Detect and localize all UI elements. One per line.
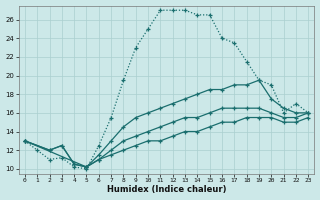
X-axis label: Humidex (Indice chaleur): Humidex (Indice chaleur) xyxy=(107,185,226,194)
